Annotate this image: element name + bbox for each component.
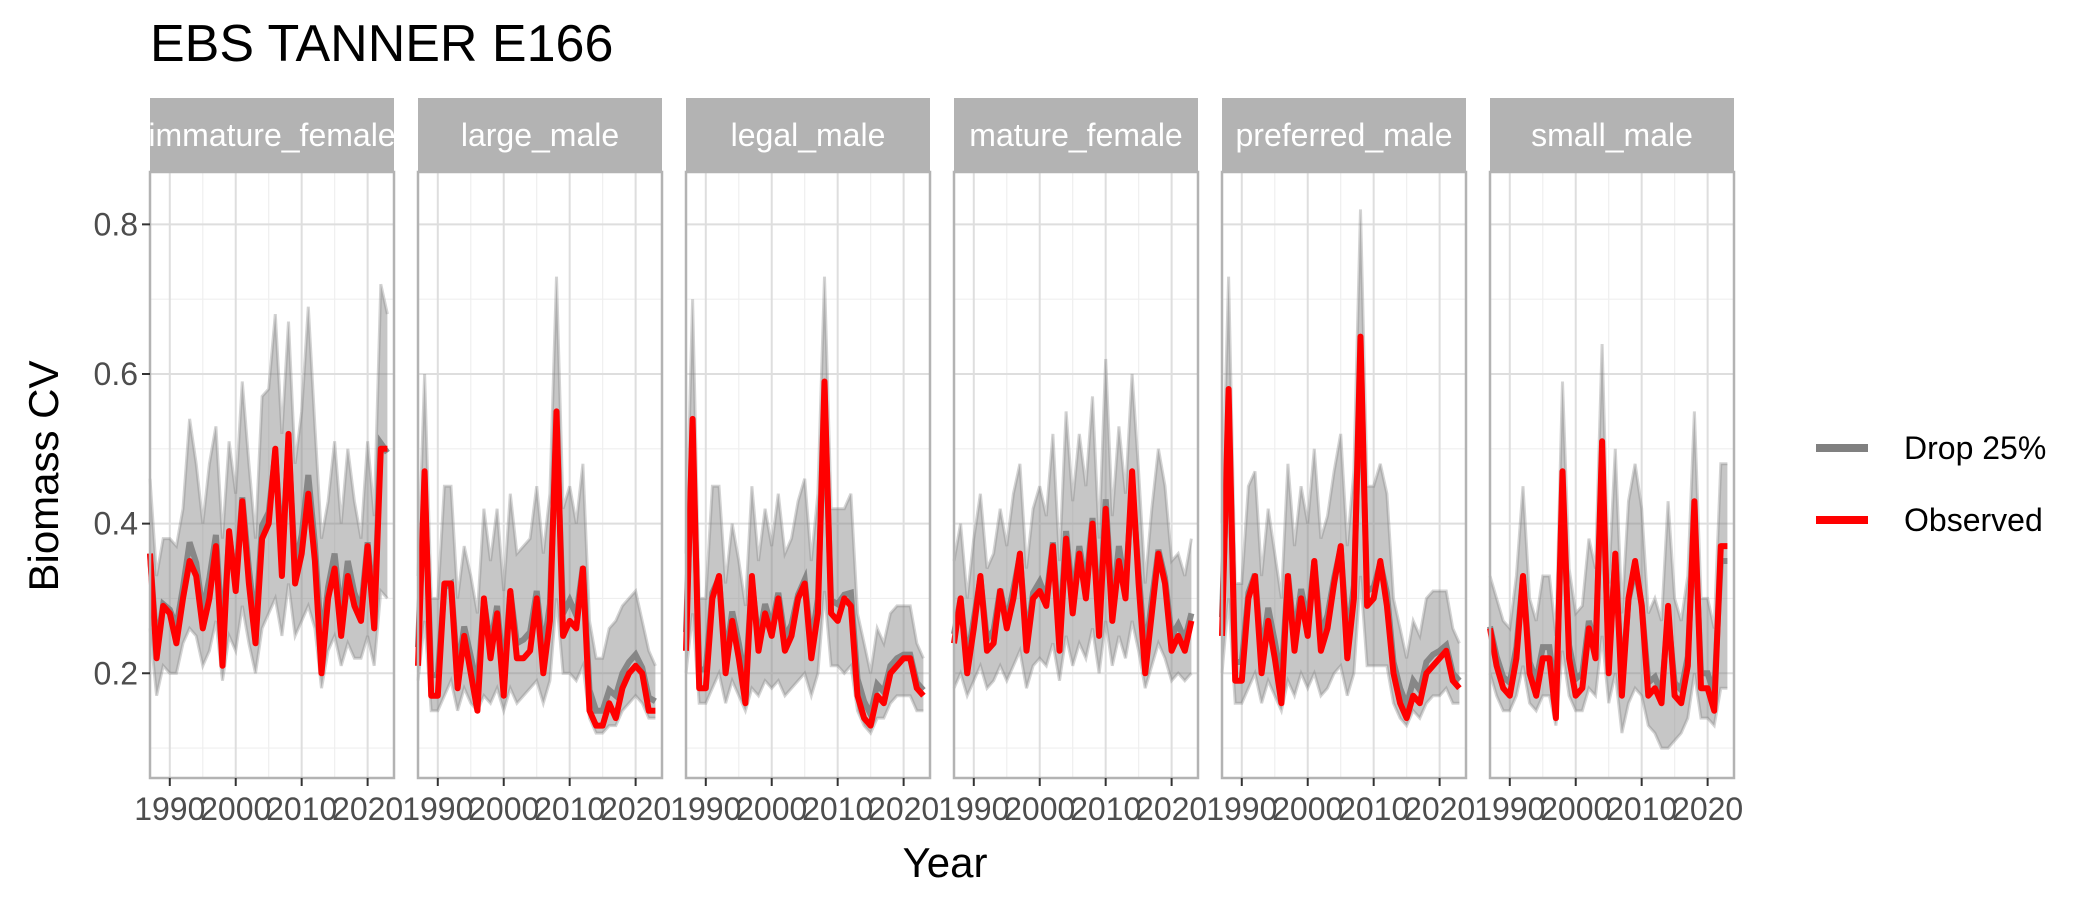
observed-line	[147, 430, 388, 677]
x-tick-label: 1990	[134, 791, 205, 827]
drop-25-line	[684, 590, 924, 736]
legend-label: Observed	[1904, 502, 2043, 538]
chart-title: EBS TANNER E166	[150, 15, 613, 73]
x-tick-label: 2020	[1672, 791, 1743, 827]
facet-strip-label: mature_female	[969, 117, 1182, 153]
drop-25-line	[416, 276, 657, 667]
y-tick-label: 0.6	[94, 356, 138, 392]
facet-strip	[686, 98, 930, 172]
facet-panels: immature_female1990200020102020large_mal…	[134, 98, 1743, 827]
x-tick-label: 2000	[736, 791, 807, 827]
observed-line	[683, 378, 926, 729]
x-tick-label: 2020	[868, 791, 939, 827]
legend-label: Drop 25%	[1904, 430, 2046, 466]
drop-25-line	[952, 358, 1193, 599]
x-tick-label: 2020	[1136, 791, 1207, 827]
facet-strip-label: immature_female	[148, 117, 395, 153]
drop-25-line	[148, 283, 389, 577]
x-tick-label: 1990	[1474, 791, 1545, 827]
x-tick-label: 1990	[670, 791, 741, 827]
panel-border	[684, 170, 932, 780]
drop-25-envelope	[686, 276, 924, 734]
x-tick-label: 1990	[938, 791, 1009, 827]
drop-25-line	[952, 620, 1193, 701]
observed-line	[951, 468, 1195, 677]
panel-border	[1488, 170, 1736, 780]
x-tick-label: 1990	[1206, 791, 1277, 827]
facet-strip	[1490, 98, 1734, 172]
observed-line	[415, 408, 656, 729]
facet-strip-label: small_male	[1531, 117, 1693, 153]
observed-line	[1487, 438, 1728, 722]
facet-strip	[1222, 98, 1466, 172]
legend-item: Drop 25%	[1816, 430, 2046, 466]
drop-25-line	[1488, 635, 1728, 750]
y-tick-label: 0.2	[94, 655, 138, 691]
drop-25-line	[416, 598, 656, 735]
x-axis-title: Year	[903, 839, 988, 886]
facet-strip-label: large_male	[461, 117, 619, 153]
facet-strip	[418, 98, 662, 172]
x-tick-label: 2010	[1338, 791, 1409, 827]
drop-25-line	[684, 276, 925, 674]
x-tick-label: 2000	[1004, 791, 1075, 827]
x-tick-label: 2000	[1540, 791, 1611, 827]
legend-item: Observed	[1816, 502, 2043, 538]
x-tick-label: 2010	[1070, 791, 1141, 827]
observed-line	[1219, 333, 1462, 722]
x-tick-label: 2020	[600, 791, 671, 827]
y-tick-label: 0.4	[94, 506, 138, 542]
x-tick-label: 2010	[266, 791, 337, 827]
x-tick-label: 2010	[1606, 791, 1677, 827]
legend: Drop 25% Observed	[1816, 430, 2046, 538]
x-tick-label: 2020	[332, 791, 403, 827]
panel-border	[952, 170, 1200, 780]
x-tick-label: 2010	[802, 791, 873, 827]
x-tick-label: 2000	[468, 791, 539, 827]
drop-25-envelope	[418, 276, 656, 734]
panel-border	[1220, 170, 1468, 780]
x-tick-label: 2000	[1272, 791, 1343, 827]
panel-border	[148, 170, 396, 780]
x-tick-label: 2020	[1404, 791, 1475, 827]
x-tick-label: 1990	[402, 791, 473, 827]
x-tick-label: 2010	[534, 791, 605, 827]
facet-strip	[954, 98, 1198, 172]
y-tick-label: 0.8	[94, 206, 138, 242]
facet-strip-label: preferred_male	[1236, 117, 1453, 153]
drop-25-line	[1220, 575, 1460, 729]
panel-border	[416, 170, 664, 780]
drop-25-line	[1220, 209, 1461, 659]
y-axis-ticks: 0.2 0.4 0.6 0.8	[94, 206, 150, 691]
facet-strip-label: legal_male	[731, 117, 886, 153]
facet-strip	[150, 98, 394, 172]
x-tick-label: 2000	[200, 791, 271, 827]
drop-25-envelope	[1222, 209, 1460, 726]
drop-25-line	[148, 583, 389, 697]
y-axis-title: Biomass CV	[20, 360, 67, 591]
